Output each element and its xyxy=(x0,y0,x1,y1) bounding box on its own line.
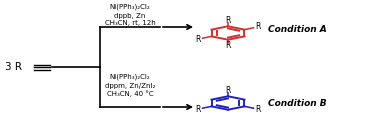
Text: R: R xyxy=(195,105,201,114)
Text: Ni(PPh₃)₂Cl₂: Ni(PPh₃)₂Cl₂ xyxy=(110,4,150,10)
Text: R: R xyxy=(195,35,201,44)
Text: 3 R: 3 R xyxy=(5,62,22,72)
Text: R: R xyxy=(225,86,231,95)
Text: R: R xyxy=(225,16,231,25)
Text: dppm, Zn/ZnI₂: dppm, Zn/ZnI₂ xyxy=(105,83,155,89)
Text: CH₃CN, 40 °C: CH₃CN, 40 °C xyxy=(107,90,153,97)
Text: CH₃CN, rt, 12h: CH₃CN, rt, 12h xyxy=(105,20,155,26)
Text: dppb, Zn: dppb, Zn xyxy=(114,13,146,19)
Text: Condition B: Condition B xyxy=(268,98,327,107)
Text: R: R xyxy=(225,41,231,50)
Text: R: R xyxy=(256,22,261,31)
Text: Condition A: Condition A xyxy=(268,25,327,34)
Text: R: R xyxy=(256,105,261,114)
Text: Ni(PPh₃)₂Cl₂: Ni(PPh₃)₂Cl₂ xyxy=(110,74,150,81)
